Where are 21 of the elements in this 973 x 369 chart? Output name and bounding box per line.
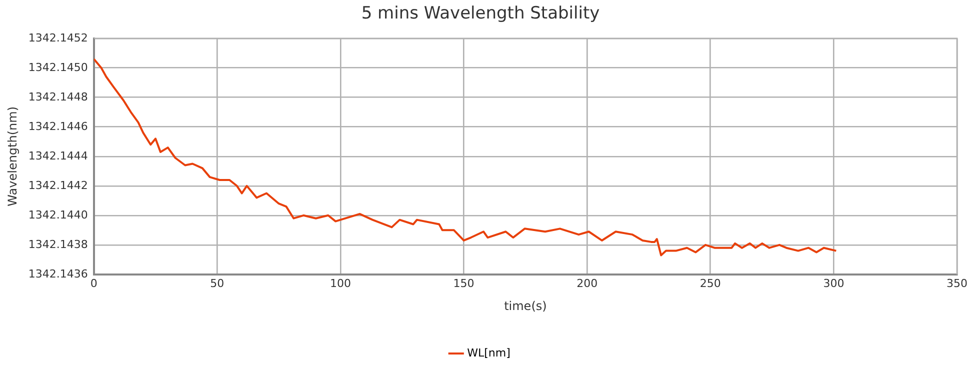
x-tick-label: 350: [946, 276, 968, 290]
chart-title: 5 mins Wavelength Stability: [361, 4, 600, 24]
y-tick-label: 1342.1440: [28, 208, 88, 222]
x-tick-label: 200: [576, 276, 598, 290]
x-tick-label: 50: [210, 276, 224, 290]
x-tick-label: 300: [823, 276, 844, 290]
x-tick-label: 250: [700, 276, 721, 290]
y-tick-label: 1342.1438: [28, 238, 88, 251]
y-axis-title: Wavelength(nm): [5, 106, 20, 206]
y-tick-label: 1342.1436: [28, 267, 88, 280]
x-axis-title: time(s): [504, 298, 547, 313]
y-tick-label: 1342.1450: [28, 60, 88, 74]
legend-label: WL[nm]: [467, 346, 510, 360]
y-tick-label: 1342.1442: [28, 178, 88, 192]
y-tick-label: 1342.1448: [28, 90, 88, 104]
x-tick-label: 150: [453, 276, 474, 290]
y-tick-label: 1342.1444: [28, 149, 88, 162]
x-tick-label: 100: [330, 276, 351, 290]
y-tick-label: 1342.1446: [28, 120, 88, 133]
x-tick-label: 0: [90, 276, 98, 290]
y-tick-label: 1342.1452: [28, 31, 88, 44]
